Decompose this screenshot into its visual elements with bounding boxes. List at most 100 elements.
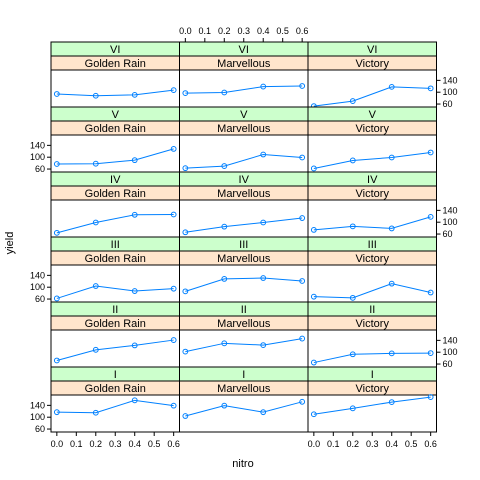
strip-variety-label: Golden Rain bbox=[85, 253, 146, 265]
panel-frame bbox=[179, 134, 309, 173]
y-tick-label: 100 bbox=[30, 412, 45, 422]
x-tick-label: 0.3 bbox=[237, 26, 250, 36]
strip-variety-label: Marvellous bbox=[217, 58, 271, 70]
data-point bbox=[427, 289, 434, 296]
y-tick-label: 140 bbox=[30, 270, 45, 280]
series-line bbox=[185, 217, 303, 233]
panel-frame bbox=[179, 69, 309, 108]
strip-variety-label: Marvellous bbox=[217, 188, 271, 200]
strip-variety-label: Marvellous bbox=[217, 253, 271, 265]
data-point bbox=[182, 413, 189, 419]
series-line bbox=[185, 85, 303, 94]
data-point bbox=[388, 399, 395, 406]
series-line bbox=[313, 216, 431, 231]
series-line bbox=[313, 283, 431, 299]
y-tick-label: 60 bbox=[443, 359, 453, 369]
panel-frame bbox=[179, 199, 309, 238]
series-line bbox=[313, 86, 431, 107]
data-point bbox=[53, 295, 60, 302]
data-point bbox=[170, 402, 177, 409]
y-tick-label: 100 bbox=[30, 282, 45, 292]
x-tick-label: 0.6 bbox=[424, 439, 437, 449]
data-point bbox=[170, 285, 177, 292]
panel: III Marvellous bbox=[179, 236, 309, 303]
x-tick-label: 0.1 bbox=[70, 439, 83, 449]
panel: II Marvellous bbox=[179, 301, 309, 368]
panel-frame bbox=[307, 329, 437, 368]
data-point bbox=[53, 357, 60, 364]
x-tick-label: 0.4 bbox=[385, 439, 398, 449]
data-point bbox=[131, 288, 138, 294]
data-point bbox=[182, 348, 189, 355]
data-point bbox=[221, 163, 228, 169]
panel-frame bbox=[179, 264, 309, 303]
data-point bbox=[310, 293, 317, 300]
panel: II Golden Rain bbox=[50, 301, 180, 368]
strip-block-label: II bbox=[241, 304, 247, 316]
y-tick-label: 60 bbox=[35, 164, 45, 174]
series-line bbox=[56, 285, 174, 299]
data-point bbox=[349, 351, 356, 358]
data-point bbox=[53, 91, 60, 97]
data-point bbox=[182, 90, 189, 96]
x-tick-label: 0.6 bbox=[296, 26, 309, 36]
data-point bbox=[92, 219, 99, 226]
series-line bbox=[185, 401, 303, 417]
strip-block-label: VI bbox=[110, 44, 120, 56]
data-point bbox=[131, 397, 138, 404]
data-point bbox=[299, 154, 306, 161]
data-point bbox=[349, 98, 356, 104]
x-tick-label: 0.5 bbox=[276, 26, 289, 36]
panel-frame bbox=[50, 394, 180, 433]
strip-block-label: I bbox=[114, 369, 117, 381]
data-point bbox=[170, 146, 177, 152]
strip-variety-label: Victory bbox=[356, 123, 390, 135]
y-tick-label: 60 bbox=[35, 424, 45, 434]
strip-variety-label: Golden Rain bbox=[85, 318, 146, 330]
series-line bbox=[56, 399, 174, 414]
data-point bbox=[131, 91, 138, 98]
strip-variety-label: Marvellous bbox=[217, 123, 271, 135]
y-tick-label: 140 bbox=[443, 75, 458, 85]
x-axis-label: nitro bbox=[232, 458, 253, 470]
x-tick-label: 0.0 bbox=[179, 26, 192, 36]
data-point bbox=[260, 275, 267, 281]
data-point bbox=[260, 409, 267, 416]
data-point bbox=[299, 335, 306, 342]
data-point bbox=[221, 223, 228, 230]
data-point bbox=[221, 340, 228, 347]
y-tick-label: 140 bbox=[443, 335, 458, 345]
panel-frame bbox=[307, 264, 437, 303]
series-line bbox=[56, 339, 174, 361]
strip-variety-label: Victory bbox=[356, 188, 390, 200]
data-point bbox=[299, 278, 306, 284]
data-point bbox=[92, 409, 99, 416]
strip-variety-label: Golden Rain bbox=[85, 383, 146, 395]
series-line bbox=[56, 89, 174, 97]
panel-frame bbox=[307, 199, 437, 238]
strip-block-label: III bbox=[111, 239, 120, 251]
series-line bbox=[56, 214, 174, 234]
data-point bbox=[310, 411, 317, 418]
strip-block-label: IV bbox=[367, 174, 378, 186]
x-tick-label: 0.2 bbox=[90, 439, 103, 449]
x-tick-label: 0.5 bbox=[148, 439, 161, 449]
panel: V Marvellous bbox=[179, 106, 309, 173]
data-point bbox=[131, 211, 138, 218]
data-point bbox=[388, 154, 395, 161]
data-point bbox=[260, 342, 267, 348]
panel-frame bbox=[307, 69, 437, 108]
panel: VI Victory bbox=[307, 41, 437, 110]
y-tick-label: 140 bbox=[30, 140, 45, 150]
data-point bbox=[427, 350, 434, 356]
series-line bbox=[313, 352, 431, 364]
data-point bbox=[131, 157, 138, 164]
y-tick-label: 100 bbox=[443, 87, 458, 97]
strip-variety-label: Golden Rain bbox=[85, 123, 146, 135]
x-tick-label: 0.1 bbox=[199, 26, 212, 36]
panel: I Golden Rain bbox=[50, 366, 180, 433]
data-point bbox=[260, 151, 267, 158]
x-tick-label: 0.0 bbox=[51, 439, 64, 449]
strip-variety-label: Marvellous bbox=[217, 383, 271, 395]
data-point bbox=[388, 280, 395, 287]
